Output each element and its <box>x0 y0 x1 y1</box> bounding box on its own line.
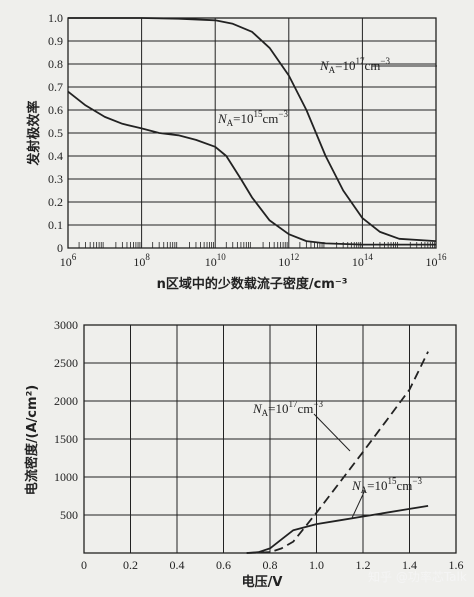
series <box>67 17 437 246</box>
emitter-efficiency-chart: 106 108 1010 1012 1014 1016 00.10.20.30.40.50… <box>26 11 447 292</box>
y-tick-label: 0 <box>57 241 63 255</box>
y-tick-label: 1500 <box>54 432 78 446</box>
x-tick-label: 1012 <box>278 252 299 269</box>
x-tick-label: 0.2 <box>123 558 138 572</box>
series <box>246 351 429 554</box>
x-tick-label: 0.8 <box>263 558 278 572</box>
annotation-na15: NA=1015cm−3 <box>351 476 422 519</box>
x-axis-label: 电压/V <box>242 574 283 590</box>
series-line-na17 <box>68 17 437 242</box>
y-tick-labels: 0 0.1 0.2 0.3 0.4 0.5 0.6 0.7 0.8 0.9 1.0 <box>48 11 63 255</box>
y-tick-label: 0.2 <box>48 195 63 209</box>
y-tick-label: 0.1 <box>48 218 63 232</box>
x-tick-labels: 106 108 1010 1012 1014 1016 <box>60 252 447 269</box>
y-tick-label: 0.6 <box>48 103 63 117</box>
annotation-label: NA=1015cm−3 <box>217 109 288 128</box>
annotation-label: NA=1015cm−3 <box>351 476 422 495</box>
y-tick-label: 2500 <box>54 356 78 370</box>
x-tick-label: 1.6 <box>449 558 464 572</box>
x-tick-label: 0.4 <box>170 558 185 572</box>
x-axis-label: n区域中的少数载流子密度/cm⁻³ <box>157 276 348 292</box>
series-line-na17 <box>246 351 429 554</box>
y-tick-label: 1.0 <box>48 11 63 25</box>
annotation-label: NA=1017cm−3 <box>319 56 390 75</box>
y-tick-label: 0.5 <box>48 126 63 140</box>
y-tick-labels: 500 1000 1500 2000 2500 3000 <box>54 318 78 522</box>
y-axis-label: 电流密度/(A/cm²) <box>24 385 40 495</box>
y-tick-label: 0.8 <box>48 57 63 71</box>
y-tick-label: 1000 <box>54 470 78 484</box>
x-tick-label: 1.0 <box>309 558 324 572</box>
y-tick-label: 0.9 <box>48 34 63 48</box>
x-tick-label: 0.6 <box>216 558 231 572</box>
y-axis-label: 发射极效率 <box>26 100 42 166</box>
y-tick-label: 2000 <box>54 394 78 408</box>
annotation-na15: NA=1015cm−3 <box>217 109 288 128</box>
current-density-chart: 0 0.2 0.4 0.6 0.8 1.0 1.2 1.4 1.6 500 1000 1500 200… <box>24 318 464 590</box>
y-tick-label: 0.4 <box>48 149 63 163</box>
y-tick-label: 3000 <box>54 318 78 332</box>
x-tick-label: 1016 <box>426 252 448 269</box>
x-tick-label: 1.4 <box>402 558 417 572</box>
y-tick-label: 500 <box>60 508 78 522</box>
x-tick-label: 1014 <box>352 252 374 269</box>
x-tick-labels: 0 0.2 0.4 0.6 0.8 1.0 1.2 1.4 1.6 <box>81 558 464 572</box>
minor-ticks <box>78 242 435 248</box>
x-tick-label: 1.2 <box>356 558 371 572</box>
watermark: 知乎 @功率芯Talk <box>368 569 467 584</box>
annotation-label: NA=1017cm−3 <box>252 399 323 418</box>
y-tick-label: 0.7 <box>48 80 63 94</box>
x-tick-label: 108 <box>133 252 150 269</box>
y-tick-label: 0.3 <box>48 172 63 186</box>
grid <box>68 18 436 248</box>
leader-line <box>351 489 366 519</box>
x-tick-label: 106 <box>60 252 77 269</box>
x-tick-label: 0 <box>81 558 87 572</box>
x-tick-label: 1010 <box>205 252 227 269</box>
series-line-na15 <box>246 505 429 554</box>
annotation-na17: NA=1017cm−3 <box>319 56 437 75</box>
series-line-na15 <box>67 90 436 246</box>
leader-line <box>313 413 351 452</box>
annotation-na17: NA=1017cm−3 <box>252 399 351 452</box>
grid <box>84 325 456 553</box>
